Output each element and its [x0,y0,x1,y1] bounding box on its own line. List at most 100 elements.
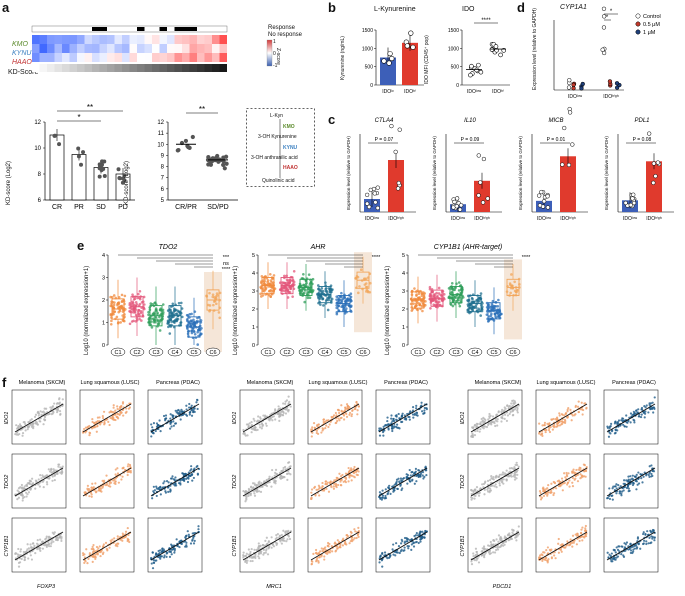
data-point [263,282,266,286]
data-point [363,283,367,286]
panel-letter-a: a [2,0,10,15]
heat-cell [92,35,100,44]
data-point [208,291,211,295]
scatter-point [317,561,320,564]
scatter-point [253,548,256,551]
scatter-point [286,534,290,537]
scatter-point [150,435,153,438]
scatter-point [509,410,512,414]
y-tick-label: 2 [402,307,405,313]
scatter-point [49,406,52,409]
data-point [349,310,353,313]
sig-label: **** [222,267,231,273]
scatter-point [560,477,564,480]
scatter-point [584,534,588,538]
scatter-point [540,496,544,499]
scatter-point [550,418,553,421]
scatter-point [163,480,166,483]
data-point [614,81,620,86]
scatter-point [184,536,187,539]
data-point [292,283,296,286]
scatter-point [385,424,388,427]
bar-CR [49,134,65,201]
scatter-point [59,413,62,416]
heat-cell [152,53,160,62]
scatter-point [316,425,319,428]
scatter-point [284,468,287,471]
scatter-point [547,558,550,561]
scatter-point [381,551,384,555]
scatter-point [103,422,106,425]
scatter-point [155,485,158,488]
scatter-point [34,552,37,555]
scatter-point [98,416,101,419]
scatter-point [169,413,172,416]
heat-cell [32,35,40,44]
scatter-point [340,404,343,407]
pathway-haao: HAAO [283,165,298,171]
scatter-point [173,549,176,552]
scatter-point [643,416,646,419]
scatter-point [115,415,118,419]
data-point [206,155,211,160]
y-tick-label: 11 [158,131,165,137]
data-point [459,203,464,208]
scatter-point [153,489,157,492]
scatter-point [500,543,503,547]
scatter-point [101,416,105,420]
f-row-gene: TDO2 [232,475,238,490]
scatter-point [339,416,342,420]
scatter-point [47,468,50,471]
scatter-point [517,525,520,528]
scatter-point [114,468,117,471]
scatter-point [393,419,396,423]
data-point [457,281,461,284]
data-point [418,296,421,299]
scatter-point [341,544,345,547]
scatter-point [350,413,354,416]
scatter-point [271,419,274,422]
scatter-point [17,487,21,490]
scatter-point [34,479,38,482]
data-point [607,79,613,84]
scatter-point [165,417,168,420]
scatter-point [53,478,56,482]
scatter-point [324,546,327,549]
data-point [480,200,486,205]
scatter-point [114,413,117,416]
scatter-point [644,412,647,415]
heat-cell [129,53,137,62]
scatter-point [32,425,35,428]
c-ylabel: Expression level (relative to GAPDH) [346,136,351,210]
scatter-point [564,412,568,415]
scatter-point [608,553,611,556]
data-point [371,186,377,192]
pathway-3oh-kyn: 3-OH Kynurenine [258,134,297,140]
scatter-point [618,490,621,493]
scatter-point [542,490,545,493]
scatter-point [275,534,278,537]
scatter-point [336,476,339,480]
scatter-point [192,542,196,545]
scatter-point [492,420,496,423]
scatter-point [269,416,272,419]
scatter-point [483,493,486,496]
scatter-point [418,532,421,535]
data-point [562,125,567,131]
cluster-badge [505,347,521,357]
scatter-point [196,399,199,402]
scatter-point [261,425,264,428]
data-point [196,330,199,334]
scatter-point [94,491,98,494]
scatter-point [271,468,274,472]
scatter-point [50,542,53,545]
scatter-point [19,550,22,553]
scatter-point [561,422,564,425]
scatter-point [111,417,114,420]
cluster-label: C4 [321,350,328,356]
scatter-point [48,545,51,548]
data-point [196,343,200,346]
scatter-point [25,491,28,494]
scatter-point [500,473,503,476]
scatter-point [22,487,25,490]
